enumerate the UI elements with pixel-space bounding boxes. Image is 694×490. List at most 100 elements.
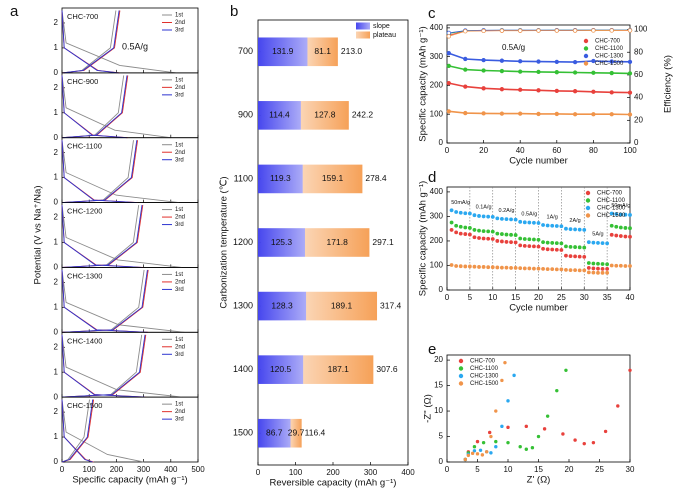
point <box>472 449 477 453</box>
point <box>495 216 500 221</box>
point <box>522 266 527 271</box>
point <box>614 212 619 216</box>
point <box>541 246 545 251</box>
point <box>463 84 468 89</box>
point <box>494 439 498 444</box>
point <box>603 429 608 434</box>
y-axis-title: Efficiency (%) <box>663 55 674 113</box>
point <box>522 237 527 241</box>
x-axis-title: Specific capacity (mAh g⁻¹) <box>72 475 187 486</box>
point <box>477 214 481 218</box>
segment-label: 114.4 <box>269 110 290 120</box>
point <box>446 80 451 86</box>
legend-swatch <box>585 198 591 203</box>
total-label: 213.0 <box>341 46 363 56</box>
point <box>582 228 587 232</box>
point <box>564 253 568 258</box>
x-tick-label: 0 <box>445 465 450 474</box>
point <box>572 112 578 117</box>
legend-label: 1st <box>175 13 183 19</box>
panel-label: CHC-1100 <box>67 142 102 151</box>
legend-swatch <box>458 373 464 379</box>
point <box>591 270 596 275</box>
point <box>554 59 559 64</box>
point <box>490 229 495 234</box>
x-tick-label: 300 <box>364 468 378 477</box>
panel-letter: a <box>10 3 19 20</box>
point <box>512 373 516 378</box>
legend-label: 2nd <box>175 280 185 286</box>
y-tick-label: 10 <box>434 406 443 415</box>
point <box>618 263 623 268</box>
legend-label: 1st <box>175 77 183 83</box>
point <box>481 265 486 269</box>
point <box>536 88 541 93</box>
point <box>481 440 486 445</box>
bar-segment <box>302 164 363 194</box>
point <box>449 220 454 225</box>
point <box>561 432 565 436</box>
y-tick-label: 40 <box>634 93 643 102</box>
point <box>609 112 614 117</box>
point <box>591 70 596 75</box>
voltage-curve <box>61 334 146 398</box>
legend-label: 3rd <box>175 417 184 423</box>
point <box>554 267 559 272</box>
point <box>500 378 504 383</box>
segment-label: 131.9 <box>272 46 294 56</box>
point <box>489 451 493 455</box>
legend-label: 2nd <box>175 150 185 156</box>
y-tick-label: 1 <box>54 173 59 182</box>
segment-label: 171.8 <box>327 237 349 247</box>
x-axis-title: Cycle number <box>509 303 568 314</box>
point <box>499 68 505 74</box>
y-tick-label: 1200 <box>233 237 253 247</box>
segment-label: 86.7 <box>266 427 283 437</box>
point <box>518 445 522 449</box>
y-tick-label: 200 <box>430 81 444 90</box>
point <box>572 28 578 33</box>
annotation: 50mA/g <box>611 203 630 209</box>
x-axis-title: Cycle number <box>509 156 568 167</box>
y-tick-label: 300 <box>430 212 444 221</box>
segment-label: 120.5 <box>270 364 292 374</box>
point <box>536 111 541 117</box>
point <box>554 247 559 252</box>
point <box>568 268 573 273</box>
point <box>463 29 468 34</box>
legend-swatch <box>356 22 370 30</box>
point <box>513 233 518 237</box>
point <box>454 230 459 235</box>
point <box>545 267 550 272</box>
x-tick-label: 30 <box>626 465 635 474</box>
point <box>591 112 596 117</box>
y-tick-label: 400 <box>430 187 444 196</box>
point <box>477 265 481 269</box>
segment-label: 128.3 <box>271 300 293 310</box>
point <box>605 270 610 275</box>
point <box>463 232 468 236</box>
legend-label: CHC-700 <box>595 39 621 45</box>
total-label: 242.2 <box>352 110 374 120</box>
y-tick-label: 200 <box>430 236 444 245</box>
point <box>500 216 504 221</box>
point <box>591 28 596 33</box>
point <box>573 245 577 249</box>
point <box>573 268 577 273</box>
y-tick-label: 0 <box>54 457 59 466</box>
x-tick-label: 5 <box>468 293 473 302</box>
point <box>596 261 600 266</box>
legend-label: CHC-1500 <box>470 381 499 387</box>
annotation: 0.5A/g <box>502 43 525 52</box>
point <box>518 87 523 92</box>
point <box>446 51 451 56</box>
annotation: 5A/g <box>592 232 603 238</box>
legend-swatch <box>583 61 589 66</box>
point <box>518 111 523 116</box>
point <box>564 226 568 231</box>
y-tick-label: 60 <box>634 70 643 79</box>
y-tick-label: 900 <box>238 110 253 120</box>
point <box>596 270 600 275</box>
point <box>472 445 477 449</box>
x-axis-title: Z' (Ω) <box>527 475 551 486</box>
